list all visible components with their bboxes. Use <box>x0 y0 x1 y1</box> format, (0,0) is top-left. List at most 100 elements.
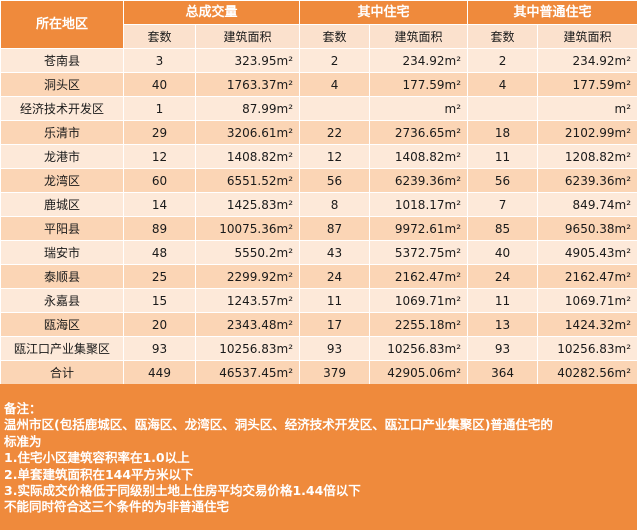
total-area-cell: 323.95m² <box>194 48 301 73</box>
region-cell: 苍南县 <box>0 48 124 73</box>
area-unit: m² <box>276 317 294 332</box>
residential-area-cell: 10256.83m² <box>369 336 469 361</box>
area-value: 46537.45 <box>219 365 277 380</box>
area-value: 1408.82 <box>394 149 445 164</box>
ordinary-sets-cell <box>467 96 539 121</box>
total-area-cell: 2343.48m² <box>194 312 301 337</box>
ordinary-sets-cell: 24 <box>467 264 539 289</box>
header-ordinary: 其中普通住宅 <box>467 0 637 25</box>
residential-sets-cell: 43 <box>299 240 371 265</box>
region-cell: 龙港市 <box>0 144 124 169</box>
area-unit: m² <box>276 197 294 212</box>
table-row: 合计 449 46537.45m² 379 42905.06m² 364 40282.56m… <box>0 360 637 385</box>
area-value: 10256.83 <box>557 341 615 356</box>
area-unit: m² <box>276 245 294 260</box>
area-value: 40282.56 <box>557 365 615 380</box>
region-cell: 平阳县 <box>0 216 124 241</box>
table-row: 龙湾区 60 6551.52m² 56 6239.36m² 56 6239.36m² <box>0 168 637 193</box>
total-sets-cell: 93 <box>123 336 196 361</box>
residential-area-cell: 6239.36m² <box>369 168 469 193</box>
area-unit: m² <box>276 341 294 356</box>
total-sets-cell: 3 <box>123 48 196 73</box>
area-unit: m² <box>444 101 462 116</box>
ordinary-sets-cell: 56 <box>467 168 539 193</box>
area-value: 10256.83 <box>219 341 277 356</box>
table-row: 瓯江口产业集聚区 93 10256.83m² 93 10256.83m² 93 10256.… <box>0 336 637 361</box>
area-value: 2736.65 <box>394 125 445 140</box>
region-cell: 瓯海区 <box>0 312 124 337</box>
ordinary-area-cell: 4905.43m² <box>537 240 637 265</box>
residential-area-cell: 1018.17m² <box>369 192 469 217</box>
residential-sets-cell: 4 <box>299 72 371 97</box>
area-unit: m² <box>444 125 462 140</box>
notes-line: 2.单套建筑面积在144平方米以下 <box>4 466 194 482</box>
table-body: 苍南县 3 323.95m² 2 234.92m² 2 234.92m² 洞头区 40 1763.… <box>0 48 637 385</box>
area-value: 1763.37 <box>226 77 277 92</box>
ordinary-sets-cell: 2 <box>467 48 539 73</box>
area-value: 4905.43 <box>564 245 615 260</box>
area-unit: m² <box>276 269 294 284</box>
region-cell: 瑞安市 <box>0 240 124 265</box>
residential-sets-cell: 56 <box>299 168 371 193</box>
residential-area-cell: m² <box>369 96 469 121</box>
header-residential-area: 建筑面积 <box>369 24 469 49</box>
ordinary-area-cell: 177.59m² <box>537 72 637 97</box>
area-unit: m² <box>444 317 462 332</box>
ordinary-sets-cell: 85 <box>467 216 539 241</box>
area-value: 234.92 <box>572 53 615 68</box>
residential-area-cell: 2255.18m² <box>369 312 469 337</box>
area-value: 2102.99 <box>564 125 615 140</box>
area-unit: m² <box>444 221 462 236</box>
table-row: 泰顺县 25 2299.92m² 24 2162.47m² 24 2162.47m² <box>0 264 637 289</box>
total-area-cell: 3206.61m² <box>194 120 301 145</box>
area-value: 5372.75 <box>394 245 445 260</box>
total-sets-cell: 14 <box>123 192 196 217</box>
area-value: 2162.47 <box>564 269 615 284</box>
area-unit: m² <box>614 317 632 332</box>
area-value: 10075.36 <box>219 221 277 236</box>
total-sets-cell: 20 <box>123 312 196 337</box>
table-row: 洞头区 40 1763.37m² 4 177.59m² 4 177.59m² <box>0 72 637 97</box>
table-row: 苍南县 3 323.95m² 2 234.92m² 2 234.92m² <box>0 48 637 73</box>
area-unit: m² <box>614 77 632 92</box>
total-sets-cell: 1 <box>123 96 196 121</box>
residential-area-cell: 1069.71m² <box>369 288 469 313</box>
total-area-cell: 1425.83m² <box>194 192 301 217</box>
area-unit: m² <box>276 53 294 68</box>
table-row: 瑞安市 48 5550.2m² 43 5372.75m² 40 4905.43m² <box>0 240 637 265</box>
ordinary-sets-cell: 11 <box>467 144 539 169</box>
residential-area-cell: 234.92m² <box>369 48 469 73</box>
header-total-area: 建筑面积 <box>194 24 301 49</box>
area-value: 5550.2 <box>234 245 277 260</box>
residential-sets-cell: 24 <box>299 264 371 289</box>
total-sets-cell: 25 <box>123 264 196 289</box>
residential-sets-cell: 8 <box>299 192 371 217</box>
total-sets-cell: 449 <box>123 360 196 385</box>
area-unit: m² <box>276 101 294 116</box>
area-value: 6551.52 <box>226 173 277 188</box>
area-value: 6239.36 <box>564 173 615 188</box>
ordinary-area-cell: 6239.36m² <box>537 168 637 193</box>
ordinary-area-cell: 2102.99m² <box>537 120 637 145</box>
area-value: 1208.82 <box>564 149 615 164</box>
residential-sets-cell: 11 <box>299 288 371 313</box>
region-cell: 乐清市 <box>0 120 124 145</box>
residential-sets-cell: 93 <box>299 336 371 361</box>
total-sets-cell: 12 <box>123 144 196 169</box>
ordinary-sets-cell: 11 <box>467 288 539 313</box>
ordinary-sets-cell: 40 <box>467 240 539 265</box>
area-value: 1069.71 <box>564 293 615 308</box>
residential-area-cell: 2736.65m² <box>369 120 469 145</box>
header-ordinary-sets: 套数 <box>467 24 539 49</box>
region-cell: 永嘉县 <box>0 288 124 313</box>
total-area-cell: 10075.36m² <box>194 216 301 241</box>
total-sets-cell: 60 <box>123 168 196 193</box>
area-value: 1424.32 <box>564 317 615 332</box>
table-row: 经济技术开发区 1 87.99m² m² m² <box>0 96 637 121</box>
area-unit: m² <box>444 77 462 92</box>
header-residential-sets: 套数 <box>299 24 371 49</box>
residential-sets-cell: 2 <box>299 48 371 73</box>
area-value: 1408.82 <box>226 149 277 164</box>
area-value: 1069.71 <box>394 293 445 308</box>
